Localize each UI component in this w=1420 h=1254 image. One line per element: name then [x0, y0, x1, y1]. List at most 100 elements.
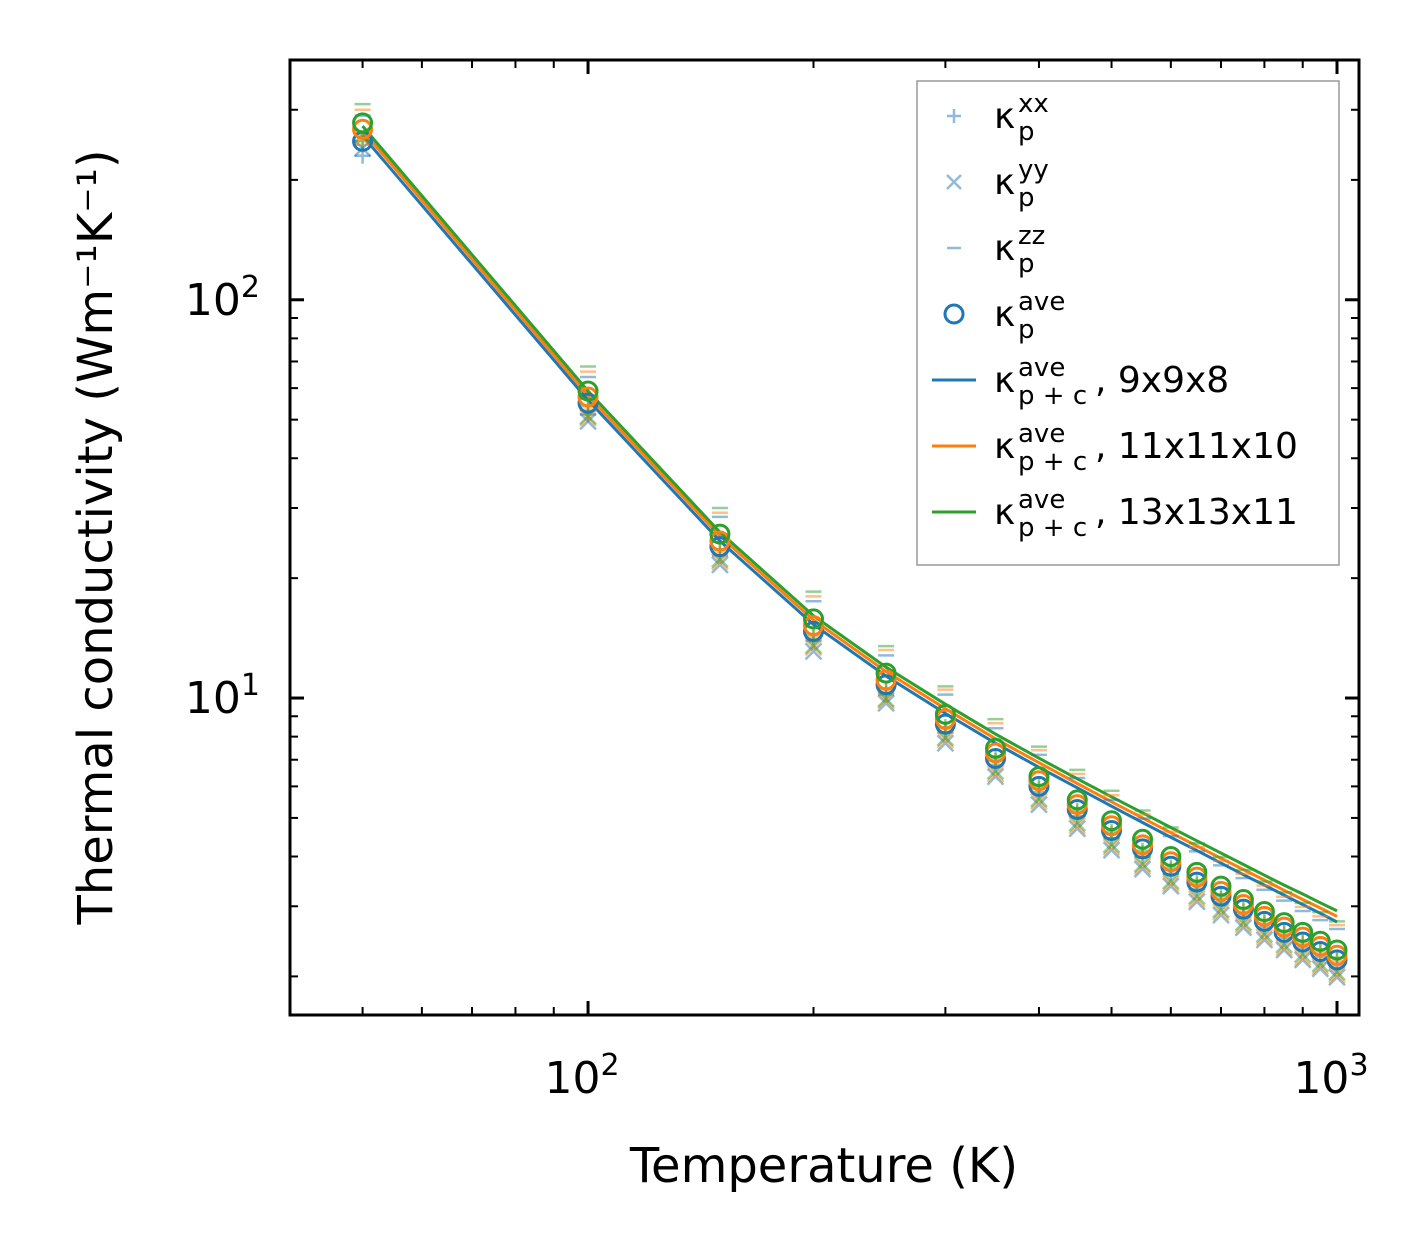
- marker-yy-0: [1328, 968, 1346, 987]
- marker-yy-1: [1187, 890, 1206, 908]
- legend-suffix-4: , 9x9x8: [1095, 360, 1229, 401]
- marker-yy-1: [1234, 916, 1253, 935]
- marker-ave-2: [1132, 828, 1154, 850]
- marker-yy-0: [936, 734, 955, 753]
- legend-handle-3: [943, 303, 965, 325]
- marker-yy-0: [1311, 959, 1330, 978]
- marker-ave-2: [1253, 901, 1275, 923]
- marker-ave-2: [875, 662, 897, 684]
- legend-label-6: κ: [994, 492, 1015, 533]
- y-tick-label: 101: [185, 668, 260, 724]
- marker-ave-2: [985, 737, 1007, 759]
- marker-yy-0: [1212, 906, 1230, 925]
- series-line-2: [361, 125, 1338, 913]
- legend-sub-5: p + c: [1018, 447, 1087, 477]
- marker-yy-1: [1068, 816, 1087, 835]
- marker-ave-1: [1132, 834, 1154, 856]
- marker-ave-2: [1309, 930, 1331, 952]
- legend-sup-2: zz: [1018, 221, 1045, 251]
- marker-yy-0: [986, 767, 1005, 786]
- marker-ave-2: [802, 608, 824, 630]
- legend-sup-0: xx: [1018, 89, 1049, 119]
- legend-sup-4: ave: [1018, 353, 1065, 383]
- axis-ticks: 102 103 101 102: [185, 60, 1369, 1104]
- legend-label-4: κ: [994, 360, 1015, 401]
- marker-yy-0: [1234, 918, 1253, 937]
- legend-label-3: κ: [994, 294, 1015, 335]
- marker-ave-0: [985, 747, 1007, 769]
- marker-ave-2: [1101, 810, 1123, 832]
- legend-label-2: κ: [994, 228, 1015, 269]
- marker-yy-1: [936, 731, 955, 749]
- marker-yy-0: [1275, 941, 1294, 959]
- marker-yy-1: [1212, 903, 1230, 922]
- marker-yy-0: [1068, 819, 1087, 838]
- marker-yy-1: [1161, 874, 1180, 893]
- legend-handle-0: [947, 109, 961, 123]
- marker-yy-1: [711, 552, 729, 571]
- marker-yy-0: [1102, 841, 1121, 860]
- marker-yy-0: [1133, 860, 1152, 878]
- marker-yy-0: [1187, 892, 1206, 911]
- marker-ave-2: [1326, 939, 1348, 961]
- marker-ave-0: [802, 620, 824, 642]
- marker-yy-0: [1030, 795, 1048, 814]
- marker-ave-0: [577, 392, 599, 414]
- marker-yy-1: [1275, 938, 1294, 957]
- marker-ave-1: [802, 615, 824, 637]
- legend-label-1: κ: [994, 162, 1015, 203]
- marker-ave-2: [1160, 846, 1182, 868]
- legend-label-5: κ: [994, 426, 1015, 467]
- legend-sup-3: ave: [1018, 287, 1065, 317]
- marker-yy-0: [1255, 931, 1274, 949]
- legend-suffix-5: , 11x11x10: [1095, 426, 1298, 467]
- marker-yy-0: [1161, 877, 1180, 896]
- legend-sub-0: p: [1018, 117, 1035, 147]
- legend-sup-1: yy: [1018, 155, 1049, 185]
- legend-box: [916, 80, 1340, 566]
- marker-yy-1: [1293, 948, 1312, 967]
- marker-yy-2: [1133, 855, 1152, 873]
- marker-yy-1: [1030, 792, 1048, 811]
- marker-ave-1: [875, 669, 897, 691]
- marker-ave-1: [577, 386, 599, 408]
- marker-yy-1: [1102, 838, 1121, 857]
- marker-yy-0: [579, 412, 597, 431]
- marker-ave-2: [1028, 766, 1050, 788]
- marker-yy-1: [1133, 857, 1152, 876]
- marker-ave-2: [577, 380, 599, 402]
- marker-ave-1: [709, 530, 731, 552]
- marker-yy-1: [1328, 965, 1346, 984]
- marker-ave-2: [1273, 912, 1295, 934]
- marker-ave-2: [934, 703, 956, 725]
- legend-suffix-6: , 13x13x11: [1095, 492, 1298, 533]
- marker-ave-2: [352, 112, 374, 134]
- marker-ave-2: [1186, 861, 1208, 883]
- plot-frame: [288, 58, 1361, 1017]
- marker-yy-1: [1255, 928, 1274, 947]
- marker-yy-0: [877, 694, 895, 713]
- marker-yy-0: [711, 555, 729, 574]
- y-tick-label: 102: [185, 270, 260, 326]
- y-axis-label: Thermal conductivity (Wm⁻¹K⁻¹): [68, 149, 124, 925]
- legend-sub-3: p: [1018, 315, 1035, 345]
- marker-ave-0: [709, 536, 731, 558]
- x-axis-label: Temperature (K): [629, 1138, 1018, 1194]
- marker-yy-1: [1311, 957, 1330, 976]
- x-tick-label: 102: [544, 1048, 619, 1104]
- marker-yy-0: [1293, 951, 1312, 969]
- legend-label-0: κ: [994, 96, 1015, 137]
- marker-yy-1: [986, 764, 1005, 783]
- marker-ave-0: [1028, 775, 1050, 797]
- marker-yy-0: [804, 642, 823, 661]
- legend-sub-6: p + c: [1018, 513, 1087, 543]
- marker-ave-2: [1292, 921, 1314, 943]
- x-tick-label: 103: [1293, 1048, 1368, 1104]
- marker-ave-2: [1066, 789, 1088, 811]
- marker-ave-2: [709, 523, 731, 545]
- marker-ave-1: [352, 118, 374, 140]
- legend-sub-4: p + c: [1018, 381, 1087, 411]
- legend-sup-5: ave: [1018, 419, 1065, 449]
